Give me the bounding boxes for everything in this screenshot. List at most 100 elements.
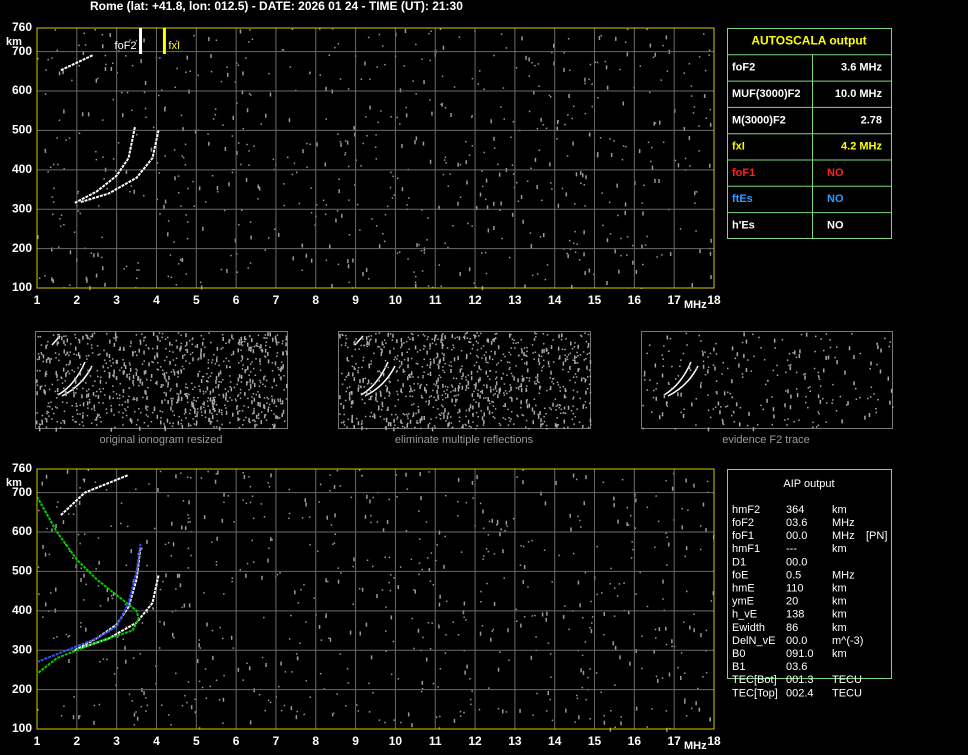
noise-dot — [222, 722, 224, 724]
aip-cell: 00.0 — [786, 556, 807, 568]
noise-dot — [427, 424, 430, 429]
noise-dot — [75, 402, 78, 405]
noise-dot — [346, 140, 349, 145]
noise-dot — [576, 697, 579, 700]
noise-dot — [429, 366, 431, 369]
noise-dot — [796, 393, 799, 398]
noise-dot — [318, 501, 320, 503]
noise-dot — [97, 537, 100, 539]
noise-dot — [249, 720, 252, 725]
noise-dot — [200, 352, 202, 357]
noise-dot — [398, 251, 401, 253]
noise-dot — [516, 620, 518, 622]
noise-dot — [123, 362, 125, 367]
noise-dot — [171, 399, 173, 404]
noise-dot — [495, 371, 497, 373]
noise-dot — [760, 404, 762, 407]
noise-dot — [473, 399, 475, 401]
noise-dot — [281, 400, 284, 405]
noise-dot — [156, 198, 158, 201]
noise-dot — [136, 354, 138, 356]
noise-dot — [246, 562, 249, 565]
noise-dot — [37, 336, 40, 338]
noise-dot — [289, 66, 291, 68]
noise-dot — [727, 391, 729, 394]
noise-dot — [85, 276, 88, 281]
noise-dot — [486, 384, 488, 389]
noise-dot — [496, 524, 498, 526]
x-tick-label: 3 — [113, 293, 120, 307]
noise-dot — [143, 337, 145, 339]
noise-dot — [38, 427, 41, 432]
noise-dot — [211, 541, 213, 543]
noise-dot — [680, 676, 682, 680]
noise-dot — [145, 414, 148, 416]
noise-dot — [68, 635, 71, 637]
noise-dot — [492, 405, 495, 407]
noise-dot — [602, 224, 604, 227]
aip-cell: km — [832, 648, 847, 660]
noise-dot — [702, 352, 704, 357]
noise-dot — [712, 591, 715, 596]
noise-dot — [715, 353, 718, 355]
noise-dot — [85, 627, 87, 632]
noise-dot — [259, 379, 261, 382]
noise-dot — [242, 499, 244, 501]
noise-dot — [557, 424, 560, 426]
noise-dot — [698, 125, 700, 127]
noise-dot — [78, 132, 81, 134]
noise-dot — [351, 414, 353, 419]
x-tick-label: 5 — [193, 293, 200, 307]
noise-dot — [198, 727, 201, 729]
marker-label: foF2 — [115, 40, 137, 52]
noise-dot — [427, 404, 430, 406]
x-tick-label: 9 — [352, 293, 359, 307]
noise-dot — [568, 94, 570, 98]
noise-dot — [579, 519, 581, 522]
noise-dot — [411, 617, 413, 620]
noise-dot — [679, 365, 681, 367]
noise-dot — [378, 332, 381, 334]
noise-dot — [152, 332, 155, 337]
noise-dot — [539, 236, 542, 238]
noise-dot — [389, 393, 391, 395]
noise-dot — [477, 416, 479, 418]
noise-dot — [83, 599, 85, 601]
noise-dot — [429, 343, 431, 348]
noise-dot — [55, 587, 57, 592]
noise-dot — [383, 346, 385, 348]
noise-dot — [510, 418, 512, 420]
noise-dot — [207, 376, 210, 379]
noise-dot — [447, 423, 449, 428]
noise-dot — [398, 366, 401, 369]
noise-dot — [310, 211, 313, 214]
noise-dot — [695, 398, 697, 400]
noise-dot — [145, 344, 147, 346]
noise-dot — [519, 385, 521, 388]
noise-dot — [393, 719, 395, 721]
y-tick-label: 760 — [12, 20, 32, 34]
noise-dot — [273, 378, 275, 383]
noise-dot — [662, 598, 664, 600]
noise-dot — [584, 271, 586, 276]
noise-dot — [380, 110, 382, 112]
noise-dot — [836, 346, 838, 348]
noise-dot — [418, 510, 420, 512]
noise-dot — [504, 418, 507, 420]
noise-dot — [674, 108, 676, 113]
noise-dot — [316, 142, 318, 147]
noise-dot — [167, 232, 169, 237]
noise-dot — [80, 626, 82, 628]
noise-dot — [528, 377, 531, 379]
noise-dot — [247, 406, 250, 408]
noise-dot — [569, 365, 571, 370]
noise-dot — [507, 408, 509, 411]
noise-dot — [463, 336, 465, 338]
noise-dot — [304, 498, 306, 503]
noise-dot — [85, 334, 87, 336]
noise-dot — [668, 383, 670, 385]
noise-dot — [160, 386, 162, 388]
noise-dot — [412, 376, 414, 378]
noise-dot — [192, 357, 194, 362]
noise-dot — [477, 83, 479, 85]
